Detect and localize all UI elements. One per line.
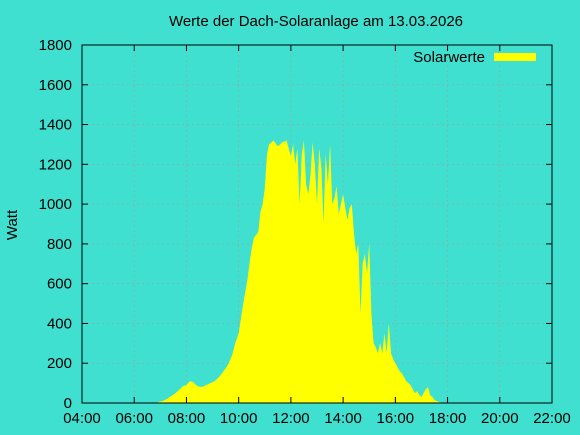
x-tick-label: 12:00 <box>272 410 310 427</box>
legend: Solarwerte <box>413 49 536 66</box>
x-tick-label: 18:00 <box>429 410 467 427</box>
x-tick-label: 16:00 <box>377 410 415 427</box>
y-tick-label: 600 <box>47 276 72 293</box>
x-tick-label: 10:00 <box>220 410 258 427</box>
y-tick-label: 1200 <box>39 156 72 173</box>
y-tick-label: 1800 <box>39 37 72 54</box>
y-tick-label: 0 <box>64 395 72 412</box>
x-tick-label: 08:00 <box>168 410 206 427</box>
y-tick-label: 1600 <box>39 77 72 94</box>
y-axis-label: Watt <box>4 209 21 240</box>
x-tick-label: 20:00 <box>481 410 519 427</box>
x-tick-labels: 04:00 06:00 08:00 10:00 12:00 14:00 16:00 18:00… <box>63 410 571 427</box>
chart-title: Werte der Dach-Solaranlage am 13.03.2026 <box>169 13 463 30</box>
x-tick-label: 22:00 <box>533 410 571 427</box>
legend-label-solarwerte: Solarwerte <box>413 49 485 66</box>
tick-layer <box>81 44 553 404</box>
series-area-solarwerte <box>158 140 446 403</box>
x-tick-label: 04:00 <box>63 410 101 427</box>
x-tick-label: 06:00 <box>115 410 153 427</box>
y-tick-label: 400 <box>47 315 72 332</box>
y-tick-label: 800 <box>47 236 72 253</box>
legend-swatch-solarwerte <box>494 53 536 61</box>
y-tick-label: 1400 <box>39 117 72 134</box>
plot-frame <box>81 44 553 404</box>
y-tick-label: 1000 <box>39 196 72 213</box>
x-tick-label: 14:00 <box>324 410 362 427</box>
y-tick-label: 200 <box>47 355 72 372</box>
y-tick-labels: 0 200 400 600 800 1000 1200 1400 1600 1800 <box>39 37 72 412</box>
